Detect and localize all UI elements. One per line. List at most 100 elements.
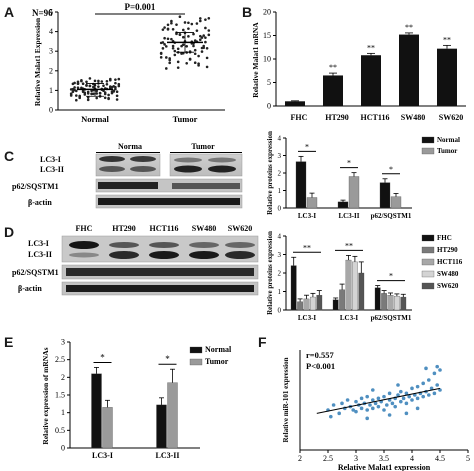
- data-point: [187, 27, 190, 30]
- data-point: [115, 98, 119, 101]
- data-point: [371, 406, 375, 411]
- data-point: [376, 404, 381, 409]
- p-value-label: P=0.001: [125, 2, 156, 12]
- data-point: [199, 19, 202, 23]
- data-point: [161, 28, 165, 31]
- y-tick-label: 15: [263, 31, 271, 40]
- data-point: [193, 48, 197, 52]
- data-point: [195, 29, 199, 32]
- y-axis-label: Relative Malat1 Expression: [33, 17, 42, 106]
- data-point: [204, 18, 207, 21]
- data-point: [382, 408, 386, 412]
- x-tick-label: HCT116: [361, 113, 390, 122]
- y-tick-label: 1: [49, 86, 53, 95]
- significance-mark: *: [305, 142, 309, 151]
- data-point: [168, 57, 171, 60]
- legend-swatch: [421, 136, 435, 144]
- data-point: [432, 391, 437, 396]
- data-point: [159, 56, 163, 59]
- data-point: [205, 65, 209, 69]
- data-point: [421, 381, 425, 386]
- significance-mark: *: [165, 354, 170, 364]
- y-tick-label: 3: [61, 338, 65, 347]
- data-point: [204, 40, 207, 44]
- data-point: [173, 49, 177, 53]
- data-point: [421, 394, 425, 399]
- blot-d-image: [61, 235, 259, 296]
- data-point: [393, 404, 397, 409]
- x-tick-label: SW620: [439, 113, 463, 122]
- data-point: [75, 94, 78, 97]
- data-point: [176, 66, 180, 69]
- data-point: [401, 396, 406, 401]
- chart-d: 0 1 2 3 4 ** LC3-I ** LC3-I * p62/SQSTM1 FHC HT290 HC…: [266, 231, 463, 322]
- y-tick-label: 2: [49, 66, 53, 75]
- data-point: [175, 23, 178, 26]
- data-point: [81, 82, 85, 85]
- panel-d-blot: D FHC HT290 HCT116 SW480 SW620 LC3-I LC3…: [0, 220, 262, 300]
- panel-label: F: [258, 334, 267, 350]
- y-tick-label: 0: [267, 102, 271, 111]
- data-point: [396, 393, 400, 397]
- data-point: [86, 96, 90, 99]
- x-tick-label: LC3-I: [340, 314, 359, 322]
- data-point: [103, 91, 107, 94]
- y-tick-label: 0: [278, 307, 282, 315]
- bar: [323, 75, 343, 106]
- x-tick-label: LC3-I: [92, 451, 113, 460]
- data-point: [110, 91, 114, 95]
- data-point: [340, 401, 344, 406]
- data-point: [354, 409, 358, 414]
- data-point: [199, 38, 202, 42]
- data-point: [359, 396, 364, 401]
- data-point: [182, 28, 185, 32]
- regression-line: [316, 387, 441, 414]
- sample-size-label: N=96: [32, 8, 53, 18]
- data-point: [163, 26, 166, 29]
- data-point: [182, 35, 185, 39]
- y-tick-label: 2: [61, 373, 65, 382]
- data-point: [75, 89, 78, 93]
- data-point: [435, 364, 439, 369]
- x-tick-label: LC3-II: [155, 451, 179, 460]
- legend-label: FHC: [437, 234, 452, 242]
- row-label-lc3-ii: LC3-II: [40, 165, 65, 174]
- data-point: [197, 54, 200, 58]
- data-point: [373, 401, 378, 406]
- legend-swatch: [421, 258, 435, 266]
- data-point: [197, 62, 200, 65]
- lane-label-fhc: FHC: [75, 224, 93, 233]
- bar: [437, 48, 457, 106]
- data-point: [382, 394, 386, 399]
- y-tick-label: 0: [61, 444, 65, 453]
- bar: [348, 176, 360, 209]
- data-point: [171, 46, 175, 50]
- x-tick-label: 5: [466, 454, 470, 463]
- y-tick-label: 2: [278, 270, 282, 278]
- data-point: [92, 82, 95, 86]
- y-tick-label: 3: [278, 251, 282, 259]
- data-point: [112, 85, 115, 88]
- data-point: [171, 44, 175, 48]
- data-point: [354, 399, 358, 404]
- data-point: [107, 93, 110, 97]
- data-point: [114, 87, 117, 91]
- group-underline-tumor: [170, 152, 242, 153]
- data-point: [168, 61, 171, 65]
- panel-d-chart: 0 1 2 3 4 ** LC3-I ** LC3-I * p62/SQSTM1 FHC HT290 HC…: [262, 226, 474, 326]
- data-point: [205, 56, 209, 60]
- legend-label: SW620: [437, 282, 459, 290]
- data-point: [207, 33, 211, 37]
- bar: [310, 296, 316, 311]
- x-tick-label: 4: [410, 454, 414, 463]
- x-tick-label: 4.5: [435, 454, 445, 463]
- data-point: [399, 399, 403, 404]
- bar: [156, 404, 167, 449]
- lane-label-sw480: SW480: [191, 224, 217, 233]
- data-point: [204, 26, 207, 30]
- data-point: [192, 32, 195, 36]
- legend-label: Tumor: [437, 147, 457, 155]
- panel-c-blot: C Norma Tumor LC3-I LC3-II p62/SQSTM1 β-…: [0, 138, 262, 214]
- x-tick-label: FHC: [291, 113, 308, 122]
- bar: [379, 182, 391, 209]
